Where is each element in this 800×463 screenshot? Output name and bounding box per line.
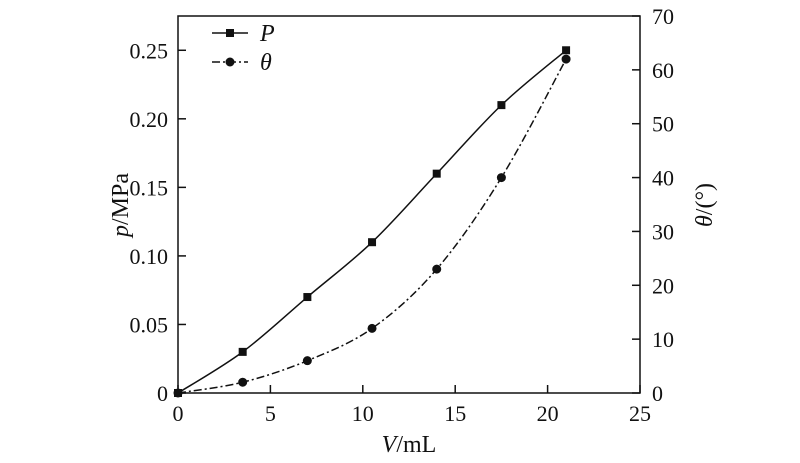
legend-item-theta: θ <box>212 50 272 76</box>
x-axis-ticks: 0 5 10 15 20 25 <box>173 385 651 426</box>
x-tick-label: 5 <box>265 401 276 426</box>
theta-data-point <box>367 323 377 333</box>
theta-data-point <box>302 356 312 366</box>
y2-tick-label: 20 <box>652 273 674 298</box>
y-tick-label: 0.15 <box>130 175 169 200</box>
plot-frame <box>177 15 641 394</box>
left-y-axis-ticks: 0 0.05 0.10 0.15 0.20 0.25 <box>130 38 186 406</box>
y2-tick-label: 60 <box>652 58 674 83</box>
y-tick-label: 0.05 <box>130 312 169 337</box>
right-y-axis-label-var: θ <box>692 215 718 227</box>
y-tick-label: 0.10 <box>130 244 169 269</box>
p-data-point <box>562 46 571 55</box>
y-tick-label: 0.25 <box>130 38 169 63</box>
p-data-point <box>303 293 312 302</box>
legend-theta-label: θ <box>260 50 272 76</box>
right-y-axis-ticks: 0 10 20 30 40 50 60 70 <box>632 4 674 406</box>
x-tick-label: 0 <box>173 401 184 426</box>
y2-tick-label: 30 <box>652 219 674 244</box>
x-axis-label: V/mL <box>382 432 437 458</box>
y2-tick-label: 40 <box>652 166 674 191</box>
left-y-axis-label-var: p <box>108 225 134 239</box>
p-data-point <box>238 347 247 356</box>
p-data-point <box>432 169 441 178</box>
legend-item-p: P <box>212 21 275 47</box>
x-axis-label-var: V <box>382 432 399 458</box>
left-y-axis-label-unit: /MPa <box>108 173 134 225</box>
legend-p-label: P <box>259 21 275 47</box>
x-tick-label: 20 <box>537 401 559 426</box>
series-layer <box>173 46 571 398</box>
p-data-point <box>368 238 377 247</box>
y2-tick-label: 70 <box>652 4 674 29</box>
right-y-axis-label: θ/(°) <box>692 183 718 227</box>
y-tick-label: 0 <box>157 381 168 406</box>
theta-series-line <box>177 58 567 394</box>
right-y-axis-label-unit: /(°) <box>692 183 718 215</box>
p-data-point <box>497 101 506 110</box>
theta-data-point <box>173 388 183 398</box>
series-theta <box>173 54 571 398</box>
y2-tick-label: 0 <box>652 381 663 406</box>
legend-p-marker <box>226 29 234 37</box>
theta-data-point <box>496 173 506 183</box>
left-y-axis-label: p/MPa <box>108 173 134 239</box>
p-series-line <box>177 49 567 394</box>
y-tick-label: 0.20 <box>130 107 169 132</box>
x-tick-label: 15 <box>444 401 466 426</box>
y2-tick-label: 10 <box>652 327 674 352</box>
x-tick-label: 10 <box>352 401 374 426</box>
legend: P θ <box>212 21 275 76</box>
series-p <box>174 46 571 397</box>
legend-theta-marker <box>225 57 235 67</box>
theta-data-point <box>561 54 571 64</box>
theta-data-point <box>432 264 442 274</box>
x-axis-label-unit: /mL <box>396 432 436 458</box>
y2-tick-label: 50 <box>652 112 674 137</box>
theta-data-point <box>238 377 248 387</box>
x-tick-label: 25 <box>629 401 651 426</box>
